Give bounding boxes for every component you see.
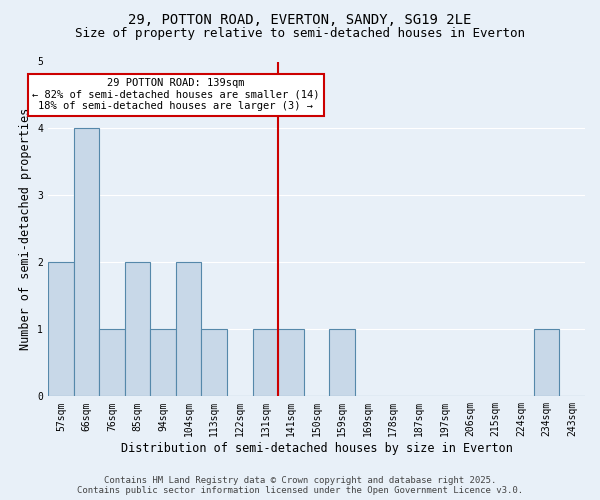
Bar bbox=[125, 262, 151, 396]
Bar bbox=[202, 330, 227, 396]
Text: 29 POTTON ROAD: 139sqm
← 82% of semi-detached houses are smaller (14)
18% of sem: 29 POTTON ROAD: 139sqm ← 82% of semi-det… bbox=[32, 78, 320, 112]
Bar bbox=[534, 330, 559, 396]
Bar bbox=[151, 330, 176, 396]
Bar bbox=[74, 128, 99, 396]
Bar bbox=[329, 330, 355, 396]
Text: Size of property relative to semi-detached houses in Everton: Size of property relative to semi-detach… bbox=[75, 28, 525, 40]
Bar bbox=[278, 330, 304, 396]
Bar bbox=[176, 262, 202, 396]
Text: Contains HM Land Registry data © Crown copyright and database right 2025.
Contai: Contains HM Land Registry data © Crown c… bbox=[77, 476, 523, 495]
Bar bbox=[253, 330, 278, 396]
Text: 29, POTTON ROAD, EVERTON, SANDY, SG19 2LE: 29, POTTON ROAD, EVERTON, SANDY, SG19 2L… bbox=[128, 12, 472, 26]
Bar bbox=[99, 330, 125, 396]
Y-axis label: Number of semi-detached properties: Number of semi-detached properties bbox=[19, 108, 32, 350]
Bar bbox=[48, 262, 74, 396]
X-axis label: Distribution of semi-detached houses by size in Everton: Distribution of semi-detached houses by … bbox=[121, 442, 512, 455]
